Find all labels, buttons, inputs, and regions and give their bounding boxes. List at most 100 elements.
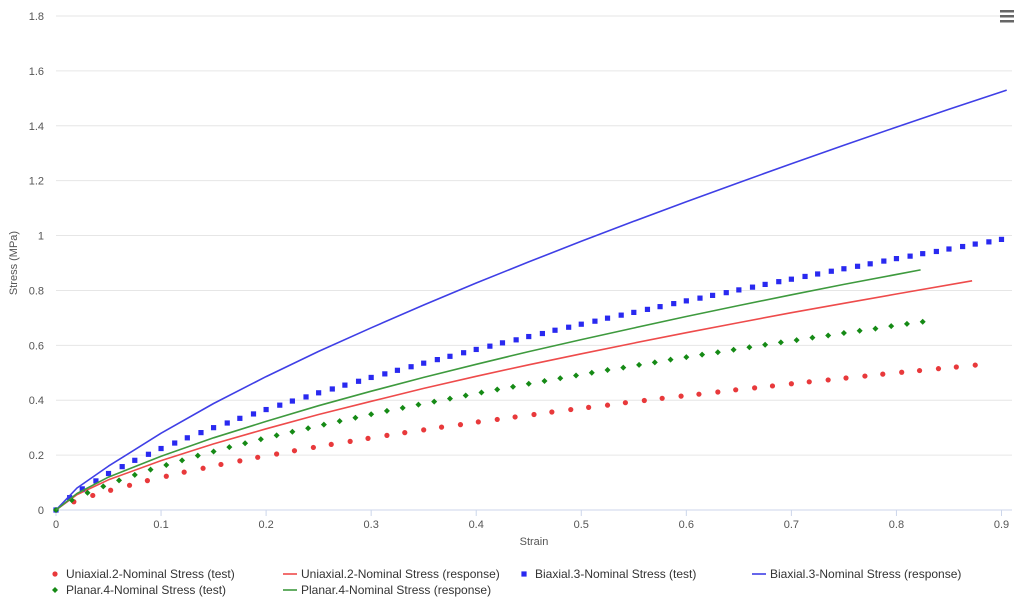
data-point — [478, 389, 485, 396]
data-point — [438, 424, 445, 430]
data-point — [714, 349, 721, 356]
data-point — [383, 407, 390, 414]
data-point — [310, 444, 316, 451]
legend-item[interactable]: Planar.4-Nominal Stress (test) — [52, 583, 226, 597]
data-point — [90, 492, 96, 499]
data-point — [382, 371, 388, 377]
data-point — [880, 371, 886, 377]
data-point — [131, 471, 138, 478]
series-line — [55, 89, 1007, 511]
data-point — [998, 236, 1005, 242]
data-point — [699, 351, 706, 358]
data-point — [355, 378, 362, 384]
legend-item[interactable]: Biaxial.3-Nominal Stress (test) — [521, 567, 696, 581]
series-1 — [55, 280, 973, 511]
x-tick-label: 0 — [53, 519, 59, 531]
y-tick-label: 0 — [38, 505, 44, 517]
data-point — [116, 477, 123, 484]
hamburger-menu-icon[interactable] — [996, 6, 1018, 26]
data-point — [888, 323, 895, 330]
data-point — [749, 284, 756, 290]
data-point — [316, 390, 322, 396]
data-point — [723, 290, 729, 296]
data-point — [163, 461, 170, 468]
data-point — [657, 304, 663, 310]
data-point — [194, 452, 201, 459]
data-point — [255, 454, 261, 460]
axes: 0 0.2 0.4 0.6 0.8 1 1.2 1.4 1.6 1.8 0 0.1 0.2 0.3 0.4 0… — [29, 11, 1012, 531]
data-point — [788, 276, 794, 282]
data-point — [144, 478, 150, 484]
y-tick-label: 0.8 — [29, 285, 44, 297]
data-point — [473, 346, 479, 353]
data-point — [972, 362, 978, 368]
data-point — [777, 339, 784, 346]
data-point — [336, 418, 343, 425]
data-point — [93, 478, 99, 484]
data-point — [809, 334, 816, 341]
legend-item[interactable]: Biaxial.3-Nominal Stress (response) — [752, 567, 961, 581]
data-point — [825, 377, 831, 383]
data-point — [274, 451, 280, 457]
data-point — [434, 357, 440, 363]
y-tick-label: 1.6 — [29, 66, 44, 78]
x-tick-label: 0.3 — [364, 519, 379, 531]
y-tick-label: 1.2 — [29, 176, 44, 188]
data-point — [250, 411, 257, 417]
data-point — [84, 489, 91, 496]
data-point — [277, 402, 283, 408]
data-point — [678, 393, 684, 399]
data-point — [394, 367, 401, 373]
data-point — [210, 448, 217, 455]
data-point — [67, 495, 73, 501]
series-5 — [55, 269, 921, 511]
x-tick-label: 0.1 — [153, 519, 168, 531]
y-tick-label: 0.6 — [29, 340, 44, 352]
grid-lines — [56, 15, 1012, 456]
data-point — [224, 420, 230, 426]
x-tick-label: 0.6 — [679, 519, 694, 531]
x-tick-label: 0.2 — [258, 519, 273, 531]
legend-item[interactable]: Planar.4-Nominal Stress (response) — [283, 583, 491, 597]
data-point — [446, 395, 453, 402]
data-point — [815, 271, 821, 277]
data-point — [365, 435, 371, 441]
data-point — [399, 404, 406, 411]
data-point — [499, 340, 506, 346]
x-tick-label: 0.7 — [784, 519, 799, 531]
data-point — [986, 239, 992, 245]
data-point — [935, 366, 942, 372]
data-point — [592, 318, 598, 324]
legend-item[interactable]: Uniaxial.2-Nominal Stress (response) — [283, 567, 500, 581]
data-point — [841, 266, 847, 272]
y-tick-label: 1 — [38, 231, 44, 243]
data-point — [163, 473, 169, 479]
data-point — [953, 364, 959, 370]
data-point — [147, 466, 154, 473]
series-2 — [53, 236, 1005, 513]
data-point — [328, 441, 334, 448]
data-point — [100, 483, 107, 490]
data-point — [557, 375, 564, 382]
data-point — [79, 486, 85, 492]
legend-item[interactable]: Uniaxial.2-Nominal Stress (test) — [52, 567, 235, 581]
legend-marker-symbol — [52, 571, 58, 577]
y-tick-label: 1.8 — [29, 11, 44, 23]
data-point — [762, 341, 769, 348]
data-point — [752, 385, 758, 391]
data-point — [916, 367, 923, 374]
data-point — [919, 318, 926, 325]
data-point — [568, 406, 574, 413]
data-point — [933, 248, 939, 255]
data-point — [644, 306, 651, 312]
data-point — [347, 438, 353, 444]
data-point — [320, 421, 327, 428]
data-point — [273, 432, 280, 439]
data-point — [461, 350, 467, 356]
data-point — [806, 379, 812, 385]
data-point — [872, 325, 879, 332]
data-point — [384, 432, 390, 438]
data-point — [509, 383, 516, 390]
